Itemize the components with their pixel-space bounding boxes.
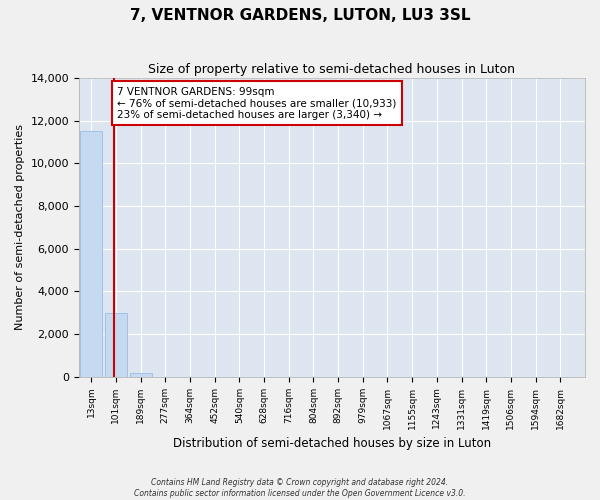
Bar (105, 313, 127, 377)
Y-axis label: Number of semi-detached properties: Number of semi-detached properties (15, 124, 25, 330)
Bar (130, 372, 152, 377)
Bar (80, 132, 103, 377)
Text: Contains HM Land Registry data © Crown copyright and database right 2024.
Contai: Contains HM Land Registry data © Crown c… (134, 478, 466, 498)
Text: 7, VENTNOR GARDENS, LUTON, LU3 3SL: 7, VENTNOR GARDENS, LUTON, LU3 3SL (130, 8, 470, 22)
Title: Size of property relative to semi-detached houses in Luton: Size of property relative to semi-detach… (148, 62, 515, 76)
Text: 7 VENTNOR GARDENS: 99sqm
← 76% of semi-detached houses are smaller (10,933)
23% : 7 VENTNOR GARDENS: 99sqm ← 76% of semi-d… (117, 86, 396, 120)
X-axis label: Distribution of semi-detached houses by size in Luton: Distribution of semi-detached houses by … (173, 437, 491, 450)
